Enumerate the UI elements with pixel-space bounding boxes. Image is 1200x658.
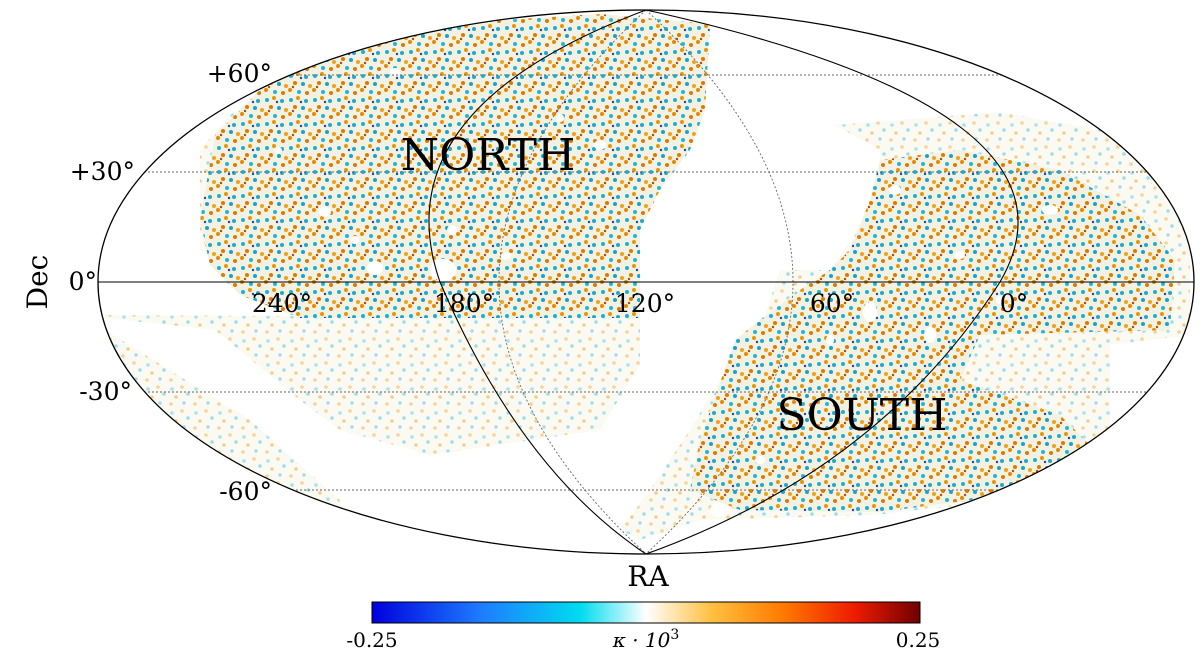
colorbar-title: κ · 103 <box>612 627 680 652</box>
ra-tick-label: 240° <box>252 289 312 318</box>
projection-lines <box>98 10 1194 554</box>
south-region-label: SOUTH <box>776 390 947 441</box>
colorbar: -0.25 0.25 κ · 103 <box>346 601 941 652</box>
colorbar-title-sup: 3 <box>670 627 679 643</box>
dec-tick-label: -60° <box>219 477 272 506</box>
north-footprint <box>200 14 710 318</box>
y-axis-label: Dec <box>21 255 54 310</box>
projection-border <box>97 9 1195 555</box>
ra-tick-labels: 240° 180° 120° 60° 0° <box>252 289 1028 318</box>
dec-tick-labels: +60° +30° 0° -30° -60° <box>69 59 272 506</box>
colorbar-min-label: -0.25 <box>346 628 397 652</box>
north-region-label: NORTH <box>401 130 576 181</box>
ra-tick-label: 120° <box>615 289 675 318</box>
colorbar-title-base: κ · 10 <box>612 628 671 652</box>
dec-tick-label: -30° <box>79 377 132 406</box>
map-data-layer <box>98 10 1194 554</box>
colorbar-gradient <box>371 601 921 624</box>
ra-tick-label: 60° <box>810 289 854 318</box>
ra-tick-label: 0° <box>1000 289 1028 318</box>
dec-tick-label: +60° <box>207 59 272 88</box>
x-axis-label: RA <box>627 560 669 593</box>
dec-tick-label: +30° <box>70 157 135 186</box>
dec-tick-label: 0° <box>69 267 97 296</box>
ra-tick-label: 180° <box>434 289 494 318</box>
colorbar-max-label: 0.25 <box>896 628 941 652</box>
masked-holes <box>274 68 1058 517</box>
